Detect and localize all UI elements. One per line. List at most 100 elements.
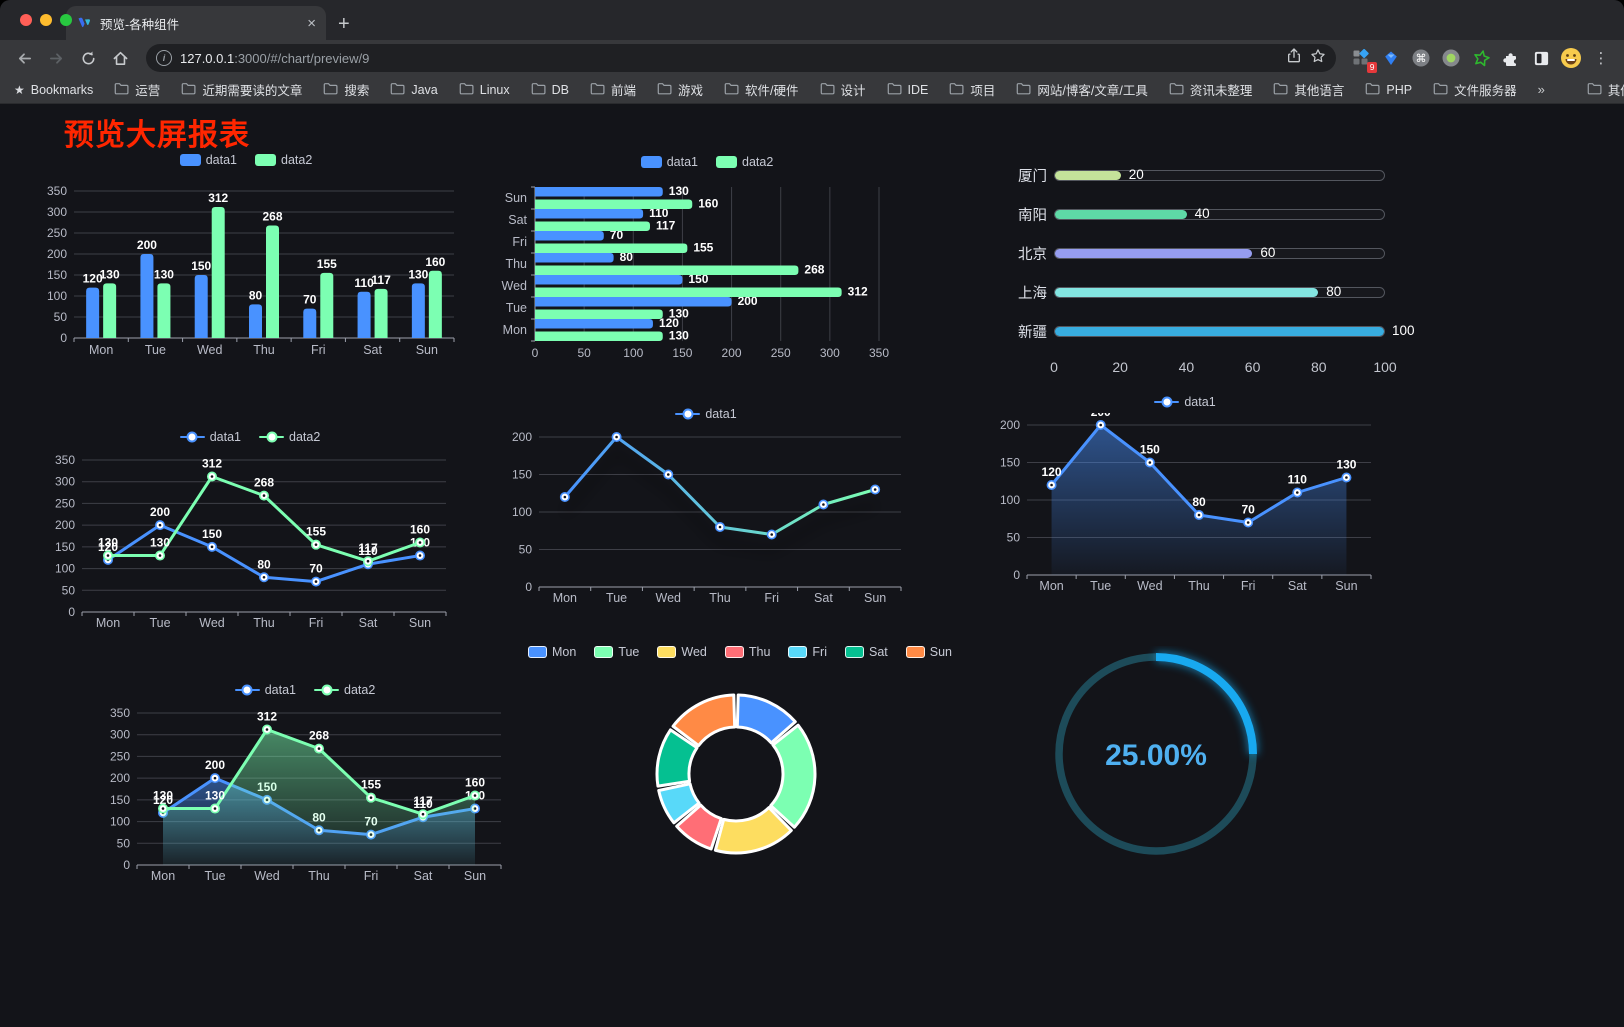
bookmark-item[interactable]: 游戏 bbox=[657, 80, 703, 99]
svg-text:200: 200 bbox=[722, 346, 742, 360]
legend-item[interactable]: data1 bbox=[234, 683, 296, 697]
url-text[interactable]: 127.0.0.1:3000/#/chart/preview/9 bbox=[180, 51, 1278, 66]
legend-swatch bbox=[640, 156, 662, 168]
bookmark-star-icon[interactable] bbox=[1310, 48, 1326, 69]
grouped-bar-chart[interactable]: data1 data2 0 50 100 150 200 250 300 350 Mon Tue Wed… bbox=[30, 149, 462, 361]
bookmark-item[interactable]: 其他书签 bbox=[1587, 80, 1624, 99]
bookmark-item[interactable]: PHP bbox=[1365, 82, 1412, 98]
forward-button[interactable] bbox=[42, 44, 70, 72]
navigation-toolbar: i 127.0.0.1:3000/#/chart/preview/9 9 ⌘ bbox=[0, 40, 1624, 76]
bookmark-item[interactable]: 前端 bbox=[590, 80, 636, 99]
minimize-window-button[interactable] bbox=[40, 14, 52, 26]
svg-text:⌘: ⌘ bbox=[1416, 53, 1427, 65]
horizontal-bar-chart[interactable]: data1 data2 0 50 100 150 200 250 300 350 Mon 120 130… bbox=[497, 151, 917, 363]
bookmark-item[interactable]: 网站/博客/文章/工具 bbox=[1016, 80, 1148, 99]
profile-avatar[interactable] bbox=[1558, 45, 1584, 71]
browser-tab[interactable]: 预览-各种组件 × bbox=[66, 6, 326, 40]
chart-canvas[interactable] bbox=[540, 663, 940, 886]
legend-item[interactable]: Mon bbox=[527, 645, 576, 659]
sidebar-icon[interactable] bbox=[1528, 45, 1554, 71]
chart-canvas[interactable]: 0 50 100 150 200 Mon Tue Wed Thu Fri Sat Sun 120 200 1… bbox=[985, 413, 1385, 597]
legend-item[interactable]: data2 bbox=[255, 153, 312, 167]
city-progress-chart[interactable]: 厦门 20 南阳 40 北京 60 上海 80 新疆 100 0 20 40 60 80 100 bbox=[975, 151, 1430, 386]
svg-text:110: 110 bbox=[1288, 473, 1308, 487]
bar bbox=[535, 287, 842, 297]
bar bbox=[535, 309, 663, 319]
bookmark-item[interactable]: 近期需要读的文章 bbox=[181, 80, 302, 99]
extensions-puzzle-icon[interactable] bbox=[1498, 45, 1524, 71]
legend-item[interactable]: Wed bbox=[657, 645, 707, 659]
legend-item[interactable]: data1 bbox=[179, 430, 241, 444]
legend-item[interactable]: data1 bbox=[179, 153, 237, 167]
legend-item[interactable]: Sun bbox=[905, 645, 952, 659]
axis-tick-label: 100 bbox=[1373, 359, 1397, 375]
donut-chart[interactable]: Mon Tue Wed Thu Fri Sat Sun bbox=[527, 641, 952, 886]
bookmark-item[interactable]: 资讯未整理 bbox=[1169, 80, 1252, 99]
double-area-chart[interactable]: data1 data2 0 50 100 150 200 250 300 350 Mon Tue Wed… bbox=[95, 679, 515, 887]
bookmark-item[interactable]: Linux bbox=[459, 82, 510, 98]
site-info-icon[interactable]: i bbox=[156, 50, 172, 66]
bookmarks-overflow-button[interactable]: » bbox=[1538, 82, 1545, 97]
legend-line-marker bbox=[179, 431, 205, 443]
home-button[interactable] bbox=[106, 44, 134, 72]
legend-item[interactable]: Thu bbox=[724, 645, 770, 659]
bookmark-item[interactable]: 软件/硬件 bbox=[724, 80, 799, 99]
single-area-chart[interactable]: data1 0 50 100 150 200 Mon Tue Wed Thu Fri Sat Sun 12… bbox=[985, 391, 1385, 597]
legend-item[interactable]: data2 bbox=[716, 155, 773, 169]
extension-command-icon[interactable]: ⌘ bbox=[1408, 45, 1434, 71]
reload-button[interactable] bbox=[74, 44, 102, 72]
back-button[interactable] bbox=[10, 44, 38, 72]
svg-text:300: 300 bbox=[110, 728, 130, 742]
close-window-button[interactable] bbox=[20, 14, 32, 26]
bookmark-item[interactable]: IDE bbox=[887, 82, 928, 98]
new-tab-button[interactable]: + bbox=[338, 13, 350, 35]
bar bbox=[428, 270, 442, 338]
chart-canvas[interactable]: 0 50 100 150 200 250 300 350 Mon Tue Wed Thu Fri Sat S… bbox=[95, 701, 515, 887]
legend-label: data1 bbox=[209, 430, 241, 444]
svg-text:130: 130 bbox=[153, 789, 173, 803]
bookmark-item[interactable]: 搜索 bbox=[323, 80, 369, 99]
bookmark-item[interactable]: 设计 bbox=[820, 80, 866, 99]
legend-item[interactable]: data2 bbox=[259, 430, 320, 444]
legend-label: Sat bbox=[869, 645, 888, 659]
tab-close-icon[interactable]: × bbox=[307, 14, 316, 32]
bar bbox=[357, 291, 371, 338]
legend-swatch bbox=[716, 156, 737, 168]
two-line-chart[interactable]: data1 data2 0 50 100 150 200 250 300 350 Mon Tue Wed… bbox=[40, 426, 460, 634]
svg-text:Mon: Mon bbox=[503, 323, 527, 337]
progress-row: 厦门 20 bbox=[1007, 164, 1385, 186]
legend-item[interactable]: data1 bbox=[1154, 395, 1216, 409]
chart-canvas[interactable]: 0 50 100 150 200 250 300 350 Mon Tue Wed Thu Fri Sat S… bbox=[40, 448, 460, 634]
legend-item[interactable]: Tue bbox=[594, 645, 639, 659]
legend-item[interactable]: data1 bbox=[675, 407, 737, 421]
svg-text:130: 130 bbox=[1336, 458, 1356, 472]
zoom-window-button[interactable] bbox=[60, 14, 72, 26]
bookmark-item[interactable]: 项目 bbox=[949, 80, 995, 99]
legend-item[interactable]: Sat bbox=[845, 645, 888, 659]
legend-item[interactable]: Fri bbox=[788, 645, 827, 659]
bookmark-item[interactable]: ★ Bookmarks bbox=[14, 83, 93, 97]
chart-canvas[interactable]: 25.00% bbox=[1040, 646, 1272, 871]
extension-star-icon[interactable] bbox=[1468, 45, 1494, 71]
browser-menu-icon[interactable]: ⋮ bbox=[1593, 50, 1609, 67]
bookmark-item[interactable]: 运营 bbox=[114, 80, 160, 99]
bookmark-item[interactable]: Java bbox=[390, 82, 438, 98]
gradient-line-chart[interactable]: data1 0 50 100 150 200 Mon Tue Wed Thu Fri Sat Sun bbox=[497, 403, 915, 609]
gauge-chart[interactable]: 25.00% bbox=[1040, 646, 1272, 871]
share-icon[interactable] bbox=[1286, 47, 1302, 69]
extension-gem-icon[interactable] bbox=[1378, 45, 1404, 71]
extension-grid-icon[interactable]: 9 bbox=[1348, 45, 1377, 73]
extension-record-icon[interactable] bbox=[1438, 45, 1464, 71]
chart-canvas[interactable]: 0 50 100 150 200 Mon Tue Wed Thu Fri Sat Sun bbox=[497, 425, 915, 609]
url-bar[interactable]: i 127.0.0.1:3000/#/chart/preview/9 bbox=[146, 44, 1336, 72]
bookmark-item[interactable]: 文件服务器 bbox=[1433, 80, 1517, 99]
legend-item[interactable]: data2 bbox=[314, 683, 375, 697]
chart-canvas[interactable]: 0 50 100 150 200 250 300 350 Mon Tue Wed Thu Fri Sat S… bbox=[30, 171, 462, 361]
legend-item[interactable]: data1 bbox=[640, 155, 698, 169]
svg-text:Fri: Fri bbox=[764, 591, 779, 605]
svg-text:350: 350 bbox=[47, 184, 67, 198]
bookmark-item[interactable]: DB bbox=[531, 82, 569, 98]
bookmark-item[interactable]: 其他语言 bbox=[1273, 80, 1344, 99]
svg-text:80: 80 bbox=[620, 250, 634, 264]
